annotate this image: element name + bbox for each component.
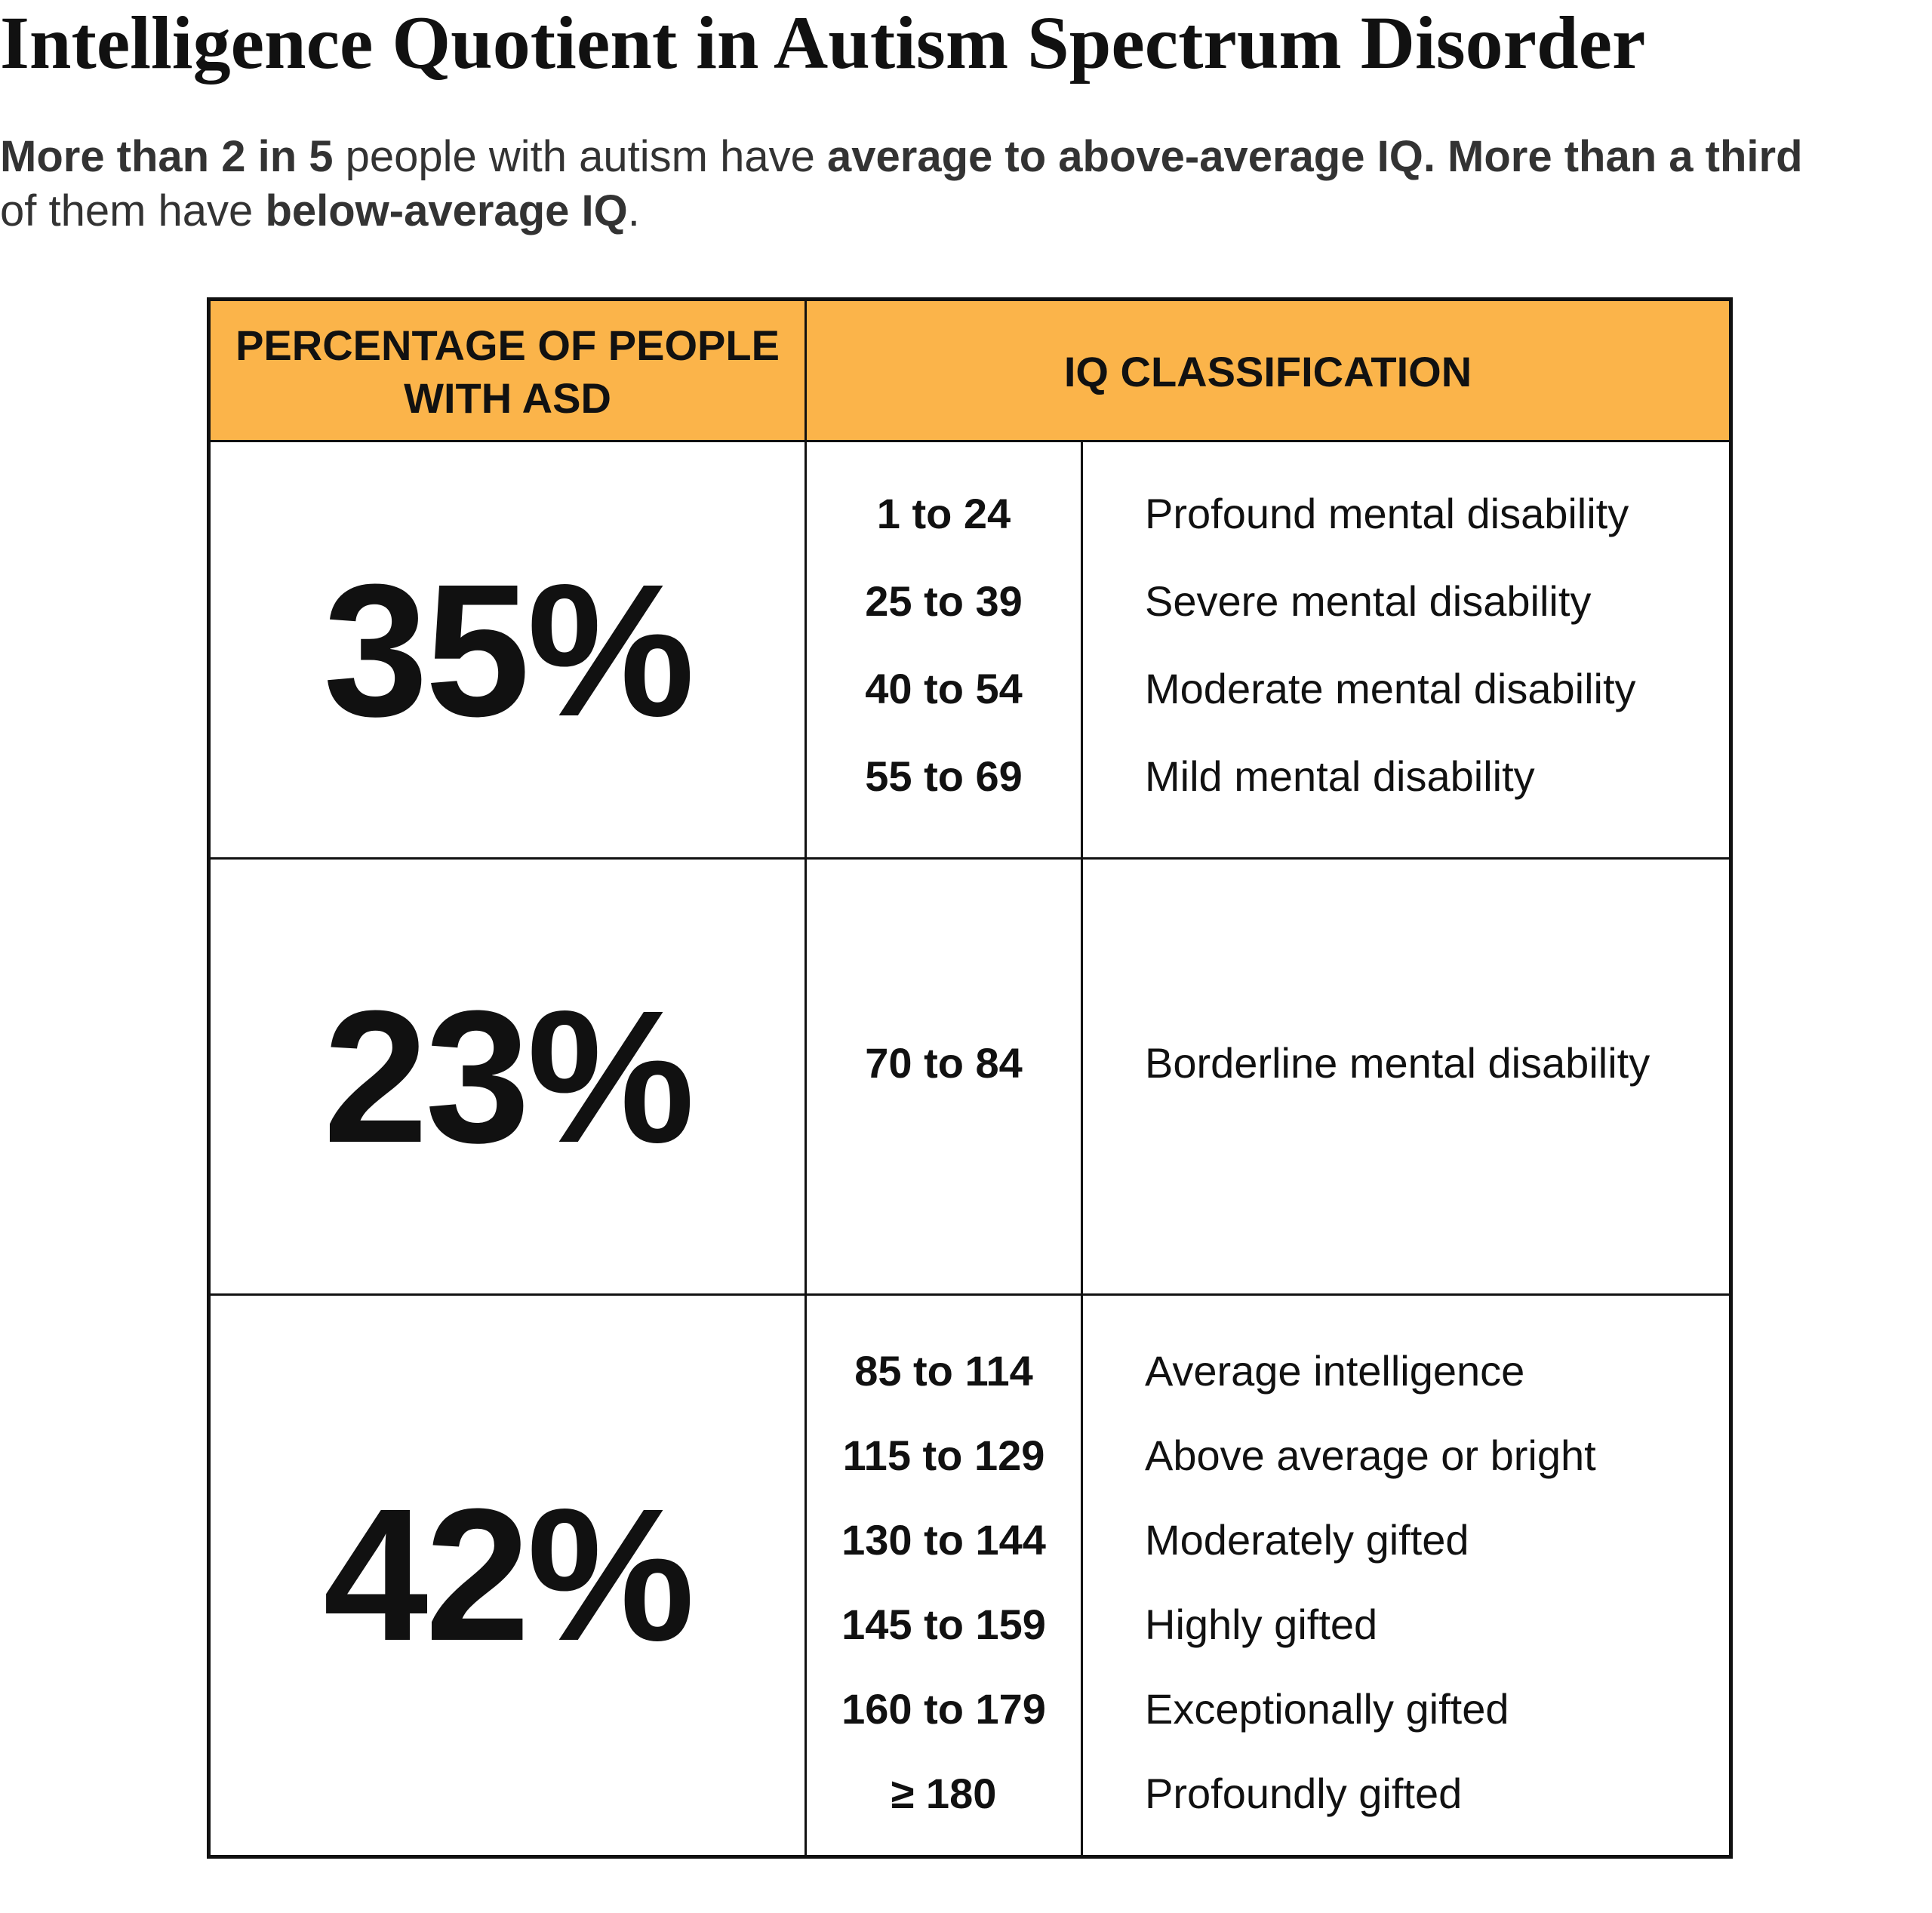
iq-classification-label: Profoundly gifted xyxy=(1145,1770,1463,1817)
percent-value: 42% xyxy=(323,1469,694,1680)
iq-classification-label: Borderline mental disability xyxy=(1145,1039,1651,1087)
iq-classification-label: Severe mental disability xyxy=(1145,577,1592,625)
iq-range: 145 to 159 xyxy=(841,1601,1046,1648)
subtitle-text-6: . xyxy=(627,186,640,235)
iq-range: 115 to 129 xyxy=(842,1432,1045,1479)
iq-range: 1 to 24 xyxy=(876,490,1011,537)
iq-range: 55 to 69 xyxy=(865,752,1023,800)
iq-classification-label: Highly gifted xyxy=(1145,1601,1378,1648)
header-divider xyxy=(211,440,1729,442)
subtitle-bold-5: below-average IQ xyxy=(265,186,628,235)
subtitle-bold-1: More than 2 in 5 xyxy=(0,132,334,181)
percent-value: 23% xyxy=(323,971,694,1182)
iq-classification-label: Moderate mental disability xyxy=(1145,665,1636,712)
iq-range: 160 to 179 xyxy=(841,1685,1046,1733)
iq-range: 40 to 54 xyxy=(865,665,1023,712)
percent-value: 35% xyxy=(323,545,694,755)
iq-range: 85 to 114 xyxy=(854,1347,1033,1395)
iq-range: 70 to 84 xyxy=(865,1039,1023,1087)
iq-table: PERCENTAGE OF PEOPLE WITH ASD IQ CLASSIF… xyxy=(207,297,1733,1859)
column-divider-1 xyxy=(804,301,807,1855)
subtitle-bold-3: average to above-average IQ. More than a… xyxy=(827,132,1803,181)
iq-range: 25 to 39 xyxy=(865,577,1023,625)
header-percentage: PERCENTAGE OF PEOPLE WITH ASD xyxy=(211,301,804,442)
iq-classification-label: Moderately gifted xyxy=(1145,1516,1469,1564)
iq-range: ≥ 180 xyxy=(891,1770,997,1817)
group-divider xyxy=(211,1293,1729,1296)
iq-classification-label: Mild mental disability xyxy=(1145,752,1535,800)
group-divider xyxy=(211,857,1729,860)
iq-classification-label: Average intelligence xyxy=(1145,1347,1525,1395)
iq-classification-label: Exceptionally gifted xyxy=(1145,1685,1509,1733)
iq-classification-label: Profound mental disability xyxy=(1145,490,1629,537)
iq-classification-label: Above average or bright xyxy=(1145,1432,1596,1479)
subtitle: More than 2 in 5 people with autism have… xyxy=(0,130,1826,238)
page-title: Intelligence Quotient in Autism Spectrum… xyxy=(0,1,1646,85)
subtitle-text-4: of them have xyxy=(0,186,266,235)
header-iq-classification: IQ CLASSIFICATION xyxy=(807,301,1729,442)
column-divider-2 xyxy=(1081,442,1083,1855)
iq-range: 130 to 144 xyxy=(841,1516,1046,1564)
subtitle-text-2: people with autism have xyxy=(333,132,827,181)
